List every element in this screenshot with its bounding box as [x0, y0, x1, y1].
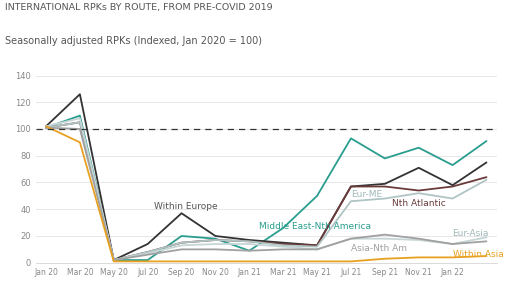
Text: Eur-ME: Eur-ME — [351, 190, 382, 199]
Text: Middle East-Nth America: Middle East-Nth America — [260, 222, 372, 231]
Text: Asia-Nth Am: Asia-Nth Am — [351, 243, 407, 252]
Text: Seasonally adjusted RPKs (Indexed, Jan 2020 = 100): Seasonally adjusted RPKs (Indexed, Jan 2… — [5, 36, 262, 46]
Text: Within Asia: Within Asia — [453, 250, 503, 259]
Text: INTERNATIONAL RPKs BY ROUTE, FROM PRE-COVID 2019: INTERNATIONAL RPKs BY ROUTE, FROM PRE-CO… — [5, 3, 273, 12]
Text: Eur-Asia: Eur-Asia — [453, 229, 489, 238]
Text: Within Europe: Within Europe — [155, 202, 218, 211]
Text: Nth Atlantic: Nth Atlantic — [392, 199, 445, 208]
